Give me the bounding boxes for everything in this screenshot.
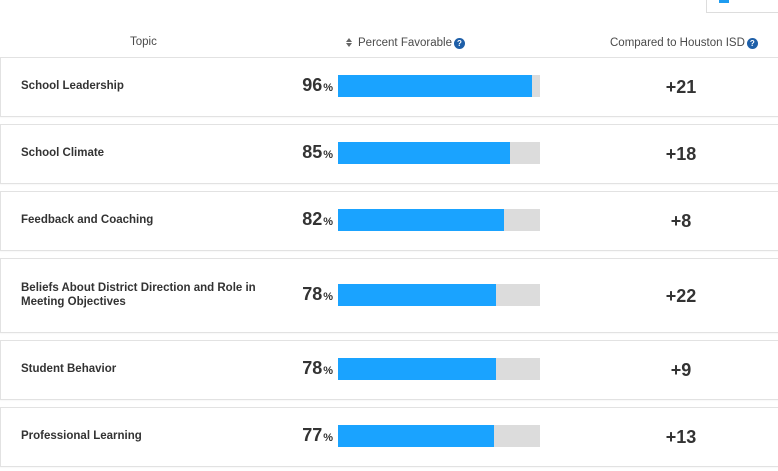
header-compared-to: Compared to Houston ISD ? bbox=[610, 37, 758, 49]
topic-row[interactable]: Professional Learning 77% +13 bbox=[0, 407, 778, 467]
compared-value: +21 bbox=[665, 77, 697, 97]
export-tab[interactable] bbox=[706, 0, 778, 13]
percent-number: 96 bbox=[302, 75, 323, 95]
compared-value: +13 bbox=[665, 427, 697, 447]
percent-sign: % bbox=[323, 82, 333, 94]
percent-bar-fill bbox=[338, 75, 532, 97]
topic-label: Beliefs About District Direction and Rol… bbox=[21, 281, 256, 308]
header-topic: Topic bbox=[130, 36, 157, 48]
percent-bar-fill bbox=[338, 209, 504, 231]
percent-sign: % bbox=[323, 149, 333, 161]
percent-favorable-value: 77% bbox=[286, 425, 333, 446]
topic-label: School Leadership bbox=[21, 80, 124, 92]
topic-label: Professional Learning bbox=[21, 430, 142, 442]
percent-favorable-value: 85% bbox=[286, 142, 333, 163]
sort-icon[interactable] bbox=[345, 38, 353, 48]
topic-label: Student Behavior bbox=[21, 363, 117, 375]
compared-value: +8 bbox=[670, 211, 692, 231]
percent-sign: % bbox=[323, 432, 333, 444]
compared-value: +22 bbox=[665, 285, 697, 306]
help-icon[interactable]: ? bbox=[746, 37, 758, 49]
percent-favorable-value: 78% bbox=[286, 358, 333, 379]
percent-favorable-value: 78% bbox=[286, 284, 333, 305]
percent-bar-fill bbox=[338, 142, 510, 164]
topic-row[interactable]: Student Behavior 78% +9 bbox=[0, 340, 778, 400]
topic-row[interactable]: Beliefs About District Direction and Rol… bbox=[0, 258, 778, 333]
table-header: Topic Percent Favorable ? Compared to Ho… bbox=[0, 34, 778, 52]
percent-number: 77 bbox=[302, 425, 323, 445]
percent-bar-track bbox=[338, 283, 540, 306]
percent-bar-track bbox=[338, 358, 540, 380]
compared-value: +18 bbox=[665, 144, 697, 164]
percent-number: 85 bbox=[302, 142, 323, 162]
topic-row[interactable]: Feedback and Coaching 82% +8 bbox=[0, 191, 778, 251]
percent-favorable-value: 82% bbox=[286, 209, 333, 230]
percent-bar-track bbox=[338, 425, 540, 447]
percent-bar-track bbox=[338, 142, 540, 164]
topic-row[interactable]: School Leadership 96% +21 bbox=[0, 57, 778, 117]
percent-bar-fill bbox=[338, 425, 494, 447]
topic-label: Feedback and Coaching bbox=[21, 214, 154, 226]
header-percent-label: Percent Favorable bbox=[358, 37, 452, 49]
topic-label: School Climate bbox=[21, 147, 105, 159]
header-compared-label: Compared to Houston ISD bbox=[610, 37, 745, 49]
percent-number: 78 bbox=[302, 283, 323, 304]
percent-bar-fill bbox=[338, 283, 496, 306]
header-percent-favorable[interactable]: Percent Favorable ? bbox=[345, 37, 465, 49]
percent-number: 78 bbox=[302, 358, 323, 378]
percent-favorable-value: 96% bbox=[286, 75, 333, 96]
percent-sign: % bbox=[323, 290, 333, 303]
percent-sign: % bbox=[323, 216, 333, 228]
percent-sign: % bbox=[323, 365, 333, 377]
percent-bar-track bbox=[338, 209, 540, 231]
top-strip bbox=[0, 0, 778, 14]
document-icon bbox=[719, 0, 729, 3]
topic-row[interactable]: School Climate 85% +18 bbox=[0, 124, 778, 184]
percent-number: 82 bbox=[302, 209, 323, 229]
compared-value: +9 bbox=[670, 360, 692, 380]
help-icon[interactable]: ? bbox=[453, 37, 465, 49]
percent-bar-fill bbox=[338, 358, 496, 380]
percent-bar-track bbox=[338, 75, 540, 97]
